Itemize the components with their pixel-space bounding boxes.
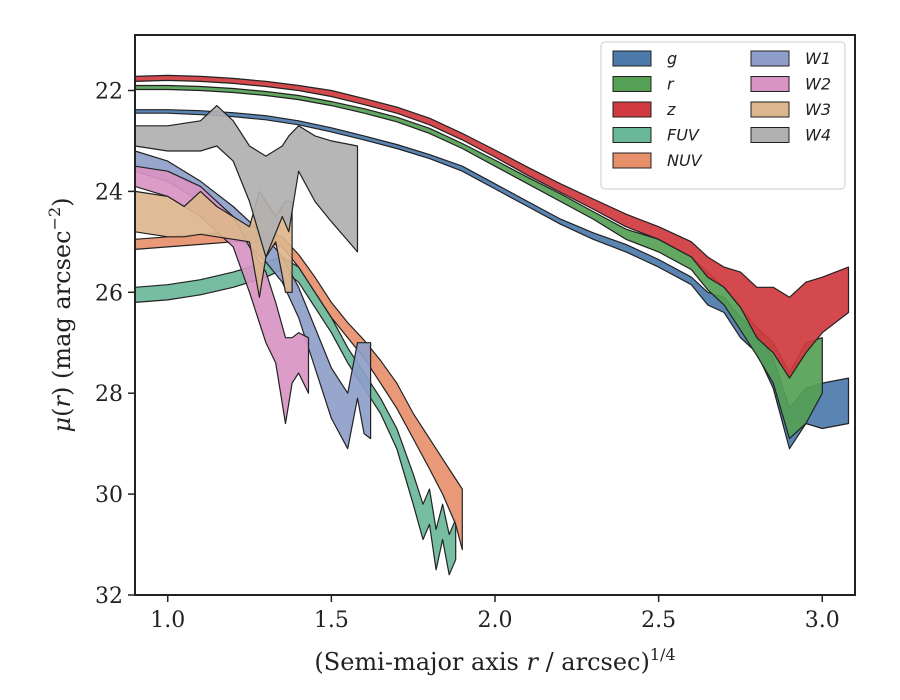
legend-swatch-w2 [750, 76, 790, 92]
legend-swatch-w3 [750, 101, 790, 118]
legend-label-g: g [667, 49, 677, 68]
y-tick-label: 28 [95, 382, 123, 407]
series-bands [135, 74, 850, 576]
x-axis: 1.0 1.5 2.0 2.5 3.0 [150, 595, 840, 633]
y-tick-label: 30 [95, 483, 123, 508]
legend-swatch-w1 [750, 50, 790, 67]
legend-swatch-z [612, 101, 652, 118]
legend: grz FUV NUV W1 W2 W3 W4 [600, 41, 846, 190]
legend-swatch-nuv [612, 152, 652, 169]
y-tick-label: 24 [95, 180, 123, 205]
legend-label-w1: W1 [805, 49, 831, 68]
x-tick-label: 2.0 [478, 608, 513, 633]
x-axis-label: (Semi-major axis r / arcsec)1/4 [314, 645, 675, 676]
legend-label-z: z [666, 100, 676, 119]
y-axis: 22 24 26 28 30 32 [95, 79, 135, 609]
legend-label-nuv: NUV [667, 151, 703, 170]
legend-swatch-w4 [750, 127, 790, 143]
x-tick-label: 1.5 [314, 608, 349, 633]
legend-swatch-g [612, 50, 652, 67]
band-z [135, 74, 850, 379]
band-w3 [135, 190, 293, 298]
x-tick-label: 3.0 [805, 608, 840, 633]
x-tick-label: 1.0 [150, 608, 185, 633]
band-r [135, 84, 823, 440]
legend-label-fuv: FUV [667, 126, 700, 145]
y-axis-label: μ(r) (mag arcsec−2) [45, 197, 76, 432]
band-g [135, 109, 850, 450]
y-tick-label: 26 [95, 281, 123, 306]
legend-label-r: r [667, 75, 675, 94]
legend-label-w3: W3 [805, 100, 831, 119]
y-tick-label: 32 [95, 584, 123, 609]
x-tick-label: 2.5 [641, 608, 676, 633]
legend-label-w2: W2 [805, 75, 831, 94]
legend-swatch-r [612, 76, 652, 92]
y-tick-label: 22 [95, 79, 123, 104]
band-w4 [135, 104, 359, 258]
legend-swatch-fuv [612, 127, 652, 143]
legend-label-w4: W4 [805, 126, 831, 145]
